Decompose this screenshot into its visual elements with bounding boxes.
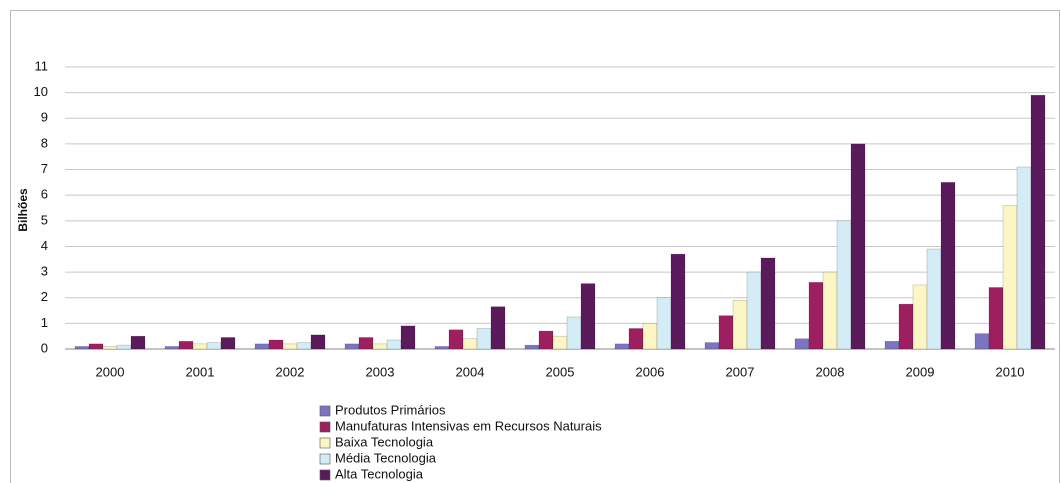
bar [102,346,118,350]
bar [88,343,104,350]
x-tick-label: 2004 [456,364,485,379]
y-axis-label: Bilhões [16,188,30,232]
bar [386,339,402,350]
bar [822,271,838,350]
legend-label: Alta Tecnologia [335,466,424,481]
legend-swatch [319,469,331,481]
chart-frame [10,10,1060,483]
bar [344,343,360,350]
y-tick-label: 7 [41,161,48,176]
legend-swatch [319,453,331,465]
legend-swatch [319,405,331,417]
bar [704,342,720,350]
bar [732,299,748,350]
bar [850,143,866,350]
y-tick-label: 2 [41,289,48,304]
bar [746,271,762,350]
bar [974,333,990,350]
x-tick-label: 2008 [816,364,845,379]
bar [178,341,194,350]
bar [282,343,298,350]
bar [220,337,236,350]
bar [296,342,312,350]
bar [1002,205,1018,350]
bar [1016,166,1032,350]
bar [1030,94,1046,350]
bar [358,337,374,350]
y-tick-label: 3 [41,264,48,279]
y-tick-label: 5 [41,212,48,227]
x-tick-label: 2006 [636,364,665,379]
bar [400,325,416,350]
y-tick-label: 1 [41,315,48,330]
bar [192,343,208,350]
legend-swatch [319,437,331,449]
bar [566,316,582,350]
bar [552,335,568,350]
bar [372,343,388,350]
bar [670,253,686,350]
bar [164,346,180,350]
bar [912,284,928,350]
bar [808,282,824,350]
x-tick-label: 2002 [276,364,305,379]
y-tick-label: 0 [41,340,48,355]
bar [476,328,492,350]
x-tick-label: 2007 [726,364,755,379]
bar [130,335,146,350]
y-tick-label: 9 [41,110,48,125]
y-tick-label: 8 [41,135,48,150]
bar [642,323,658,350]
bar [74,346,90,350]
y-tick-label: 11 [35,58,49,73]
bar [926,248,942,350]
bar [490,306,506,350]
legend-label: Manufaturas Intensivas em Recursos Natur… [335,418,602,433]
bar [462,338,478,350]
bar [254,343,270,350]
bar [836,220,852,350]
x-tick-label: 2010 [996,364,1025,379]
legend-label: Baixa Tecnologia [335,434,434,449]
y-tick-label: 6 [41,187,48,202]
bar [884,341,900,350]
x-tick-label: 2003 [366,364,395,379]
bar [760,257,776,350]
bar [718,315,734,350]
bar [538,330,554,350]
legend-label: Média Tecnologia [335,450,437,465]
bar [268,339,284,350]
bar [448,329,464,350]
bar [940,182,956,350]
bar [988,287,1004,350]
x-tick-label: 2009 [906,364,935,379]
bar [794,338,810,350]
bar [614,343,630,350]
bar [310,334,326,350]
bar [206,342,222,350]
y-tick-label: 10 [34,84,48,99]
legend-label: Produtos Primários [335,402,446,417]
legend-swatch [319,421,331,433]
bar [116,344,132,350]
x-tick-label: 2000 [96,364,125,379]
bar [628,328,644,350]
bar [580,283,596,350]
bar [524,344,540,350]
x-tick-label: 2001 [186,364,215,379]
bar [898,303,914,350]
bar [434,346,450,350]
bar [656,297,672,350]
x-tick-label: 2005 [546,364,575,379]
y-tick-label: 4 [41,238,48,253]
